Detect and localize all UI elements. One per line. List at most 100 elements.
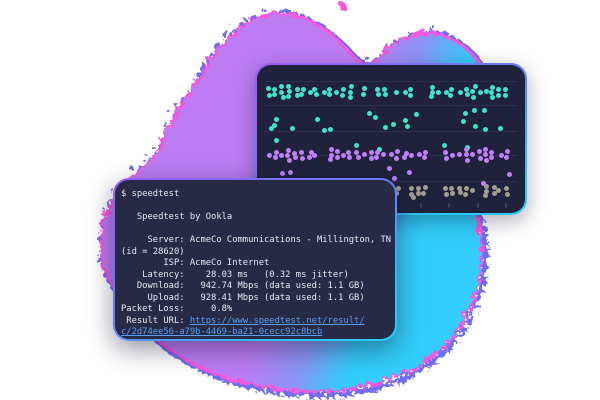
data-dot (348, 90, 354, 96)
data-dot (429, 89, 435, 95)
data-dot (481, 108, 487, 114)
data-dot (308, 89, 314, 95)
data-dot (450, 191, 456, 197)
data-dot (496, 92, 502, 98)
data-dot (436, 89, 442, 95)
data-dot (348, 94, 354, 100)
data-dot (388, 151, 394, 157)
data-dot (278, 152, 284, 158)
data-dot (361, 152, 367, 158)
data-dot (361, 86, 367, 92)
axis-tick (476, 203, 479, 208)
data-dot (504, 185, 510, 191)
data-dot (478, 89, 484, 95)
terminal-text: Server: AcmeCo Communications - Millingt… (121, 235, 392, 245)
data-dot (503, 92, 509, 98)
terminal-line: $ speedtest (121, 189, 391, 201)
data-dot (496, 87, 502, 93)
data-dot (298, 150, 304, 156)
data-dot (404, 150, 410, 156)
data-dot (505, 191, 511, 197)
data-dot (289, 125, 295, 131)
terminal-text: Result URL: (121, 315, 190, 326)
data-dot (273, 150, 279, 156)
data-dot (292, 150, 298, 156)
data-dot (327, 156, 333, 162)
data-dot (421, 155, 427, 161)
data-dot (274, 117, 280, 123)
data-dot (279, 90, 285, 96)
data-dot (498, 125, 504, 131)
data-dot (490, 95, 496, 101)
terminal-text (121, 224, 126, 234)
data-dot (299, 92, 305, 98)
data-dot (489, 149, 495, 155)
terminal-line: (id = 28620) (121, 247, 391, 259)
data-dot (360, 91, 366, 97)
terminal-body: $ speedtest Speedtest by Ookla Server: A… (115, 180, 395, 339)
data-dot (267, 152, 273, 158)
terminal-line: Packet Loss: 0.8% (121, 304, 391, 316)
data-dot (406, 169, 412, 175)
data-dot (278, 84, 284, 90)
data-dot (285, 93, 291, 99)
gridline (265, 131, 517, 132)
data-dot (502, 87, 508, 93)
data-dot (409, 185, 415, 191)
data-dot (483, 88, 489, 94)
data-dot (403, 89, 409, 95)
data-dot (341, 152, 347, 158)
data-dot (449, 87, 455, 93)
data-dot (394, 155, 400, 161)
data-dot (458, 190, 464, 196)
data-dot (328, 126, 334, 132)
data-dot (395, 149, 400, 155)
data-dot (355, 155, 361, 161)
data-dot (353, 142, 359, 148)
data-dot (504, 149, 510, 155)
data-dot (443, 90, 449, 96)
data-dot (464, 186, 470, 192)
axis-tick (419, 203, 422, 208)
terminal-line: Result URL: https://www.speedtest.net/re… (121, 316, 391, 328)
data-dot (483, 151, 489, 157)
speedtest-result-link[interactable]: c/2d74ee56-a79b-4469-ba21-0cecc92c8bcb (121, 327, 323, 337)
data-dot (392, 175, 398, 181)
data-dot (465, 91, 471, 97)
axis-tick (505, 203, 507, 208)
data-dot (294, 92, 300, 98)
data-dot (470, 94, 476, 100)
data-dot (478, 155, 484, 161)
data-dot (286, 88, 292, 94)
data-dot (403, 117, 409, 123)
data-dot (391, 121, 397, 127)
data-dot (408, 92, 414, 98)
data-dot (421, 191, 427, 197)
data-dot (312, 87, 318, 93)
terminal-line: Download: 942.74 Mbps (data used: 1.1 GB… (121, 281, 391, 293)
data-dot (409, 152, 415, 158)
data-dot (285, 147, 291, 153)
data-dot (483, 184, 489, 190)
data-dot (327, 86, 333, 92)
data-dot (496, 188, 502, 194)
speedtest-result-link[interactable]: https://www.speedtest.net/result/ (189, 315, 365, 326)
data-dot (327, 91, 333, 97)
data-dot (312, 153, 318, 159)
data-dot (484, 158, 490, 164)
data-dot (347, 155, 353, 161)
data-dot (348, 84, 354, 90)
data-dot (394, 89, 400, 95)
data-dot (465, 157, 471, 163)
terminal-line (121, 224, 391, 236)
data-dot (402, 155, 408, 161)
data-dot (423, 185, 429, 191)
data-dot (463, 146, 469, 152)
data-dot (442, 186, 448, 192)
terminal-line: c/2d74ee56-a79b-4469-ba21-0cecc92c8bcb (121, 327, 391, 339)
data-dot (387, 165, 393, 171)
data-dot (340, 87, 346, 93)
data-dot (409, 191, 415, 197)
data-dot (430, 85, 436, 91)
data-dot (456, 152, 462, 158)
